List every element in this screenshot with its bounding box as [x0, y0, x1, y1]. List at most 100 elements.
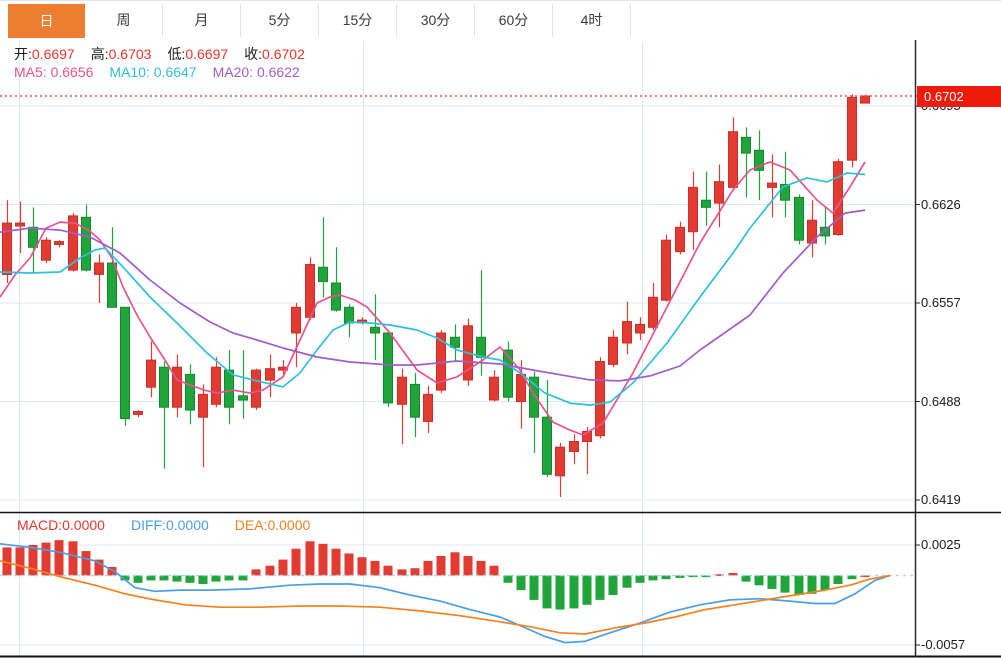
tab-30分[interactable]: 30分 — [397, 4, 475, 37]
tab-15分[interactable]: 15分 — [319, 4, 397, 37]
macd-bar — [569, 575, 579, 609]
macd-bar — [529, 575, 539, 600]
timeframe-tabbar: 日周月 5分 15分 30分 60分 4时 — [0, 0, 1001, 40]
macd-bar — [635, 575, 645, 583]
current-price-badge: 0.6702 — [917, 85, 1001, 107]
candle-body — [608, 336, 618, 365]
macd-bar — [582, 575, 592, 605]
macd-bar — [833, 575, 843, 584]
candle-body — [820, 226, 830, 237]
macd-bar — [476, 560, 486, 576]
candle-body — [741, 136, 751, 154]
candle-body — [397, 376, 407, 405]
macd-bar — [489, 565, 499, 576]
candle-body — [648, 296, 658, 328]
close-value: 0.6702 — [262, 46, 305, 62]
candle-body — [833, 161, 843, 235]
tab-月[interactable]: 月 — [163, 4, 241, 37]
candle-body — [754, 149, 764, 171]
macd-bar — [81, 551, 91, 576]
open-value: 0.6697 — [31, 46, 75, 62]
candle-body — [265, 368, 275, 381]
tab-60分[interactable]: 60分 — [475, 4, 553, 37]
macd-bar — [172, 575, 182, 582]
candle-body — [582, 431, 592, 442]
candle-body — [410, 383, 420, 418]
candle-body — [383, 332, 393, 404]
macd-bar — [357, 557, 367, 576]
tab-周[interactable]: 周 — [85, 4, 163, 37]
candle-body — [15, 222, 25, 227]
macd-bar — [318, 543, 328, 576]
candle-body — [54, 241, 64, 246]
diff-value: 0.0000 — [165, 517, 209, 533]
candle-body — [489, 376, 499, 401]
tab-5分[interactable]: 5分 — [241, 4, 319, 37]
candle-body — [211, 366, 221, 405]
macd-bar — [370, 560, 380, 576]
macd-bar — [622, 575, 632, 588]
diff-label: DIFF: — [130, 517, 166, 533]
macd-bar — [410, 568, 420, 576]
macd-bar — [15, 547, 25, 576]
candle-body — [569, 441, 579, 452]
macd-bar — [423, 560, 433, 576]
candle-body — [450, 336, 460, 348]
low-value: 0.6697 — [185, 46, 229, 62]
candle-body — [159, 366, 169, 408]
macd-bar — [133, 575, 143, 583]
ma-row: MA5: 0.6656 MA10: 0.6647 MA20: 0.6622 — [14, 64, 300, 80]
macd-bar — [463, 556, 473, 576]
ma10-label: MA10: — [109, 64, 150, 80]
candle-body — [28, 226, 38, 248]
macd-bar — [767, 575, 777, 589]
macd-bar — [860, 575, 870, 578]
macd-label: MACD: — [17, 517, 63, 533]
candle-body — [133, 411, 143, 415]
macd-bar — [2, 547, 12, 576]
candle-body — [68, 215, 78, 271]
macd-bar — [397, 569, 407, 576]
ma20-label: MA20: — [212, 64, 254, 80]
candle-body — [251, 369, 261, 408]
candle-body — [688, 186, 698, 233]
macd-bar — [503, 575, 513, 583]
dea-value: 0.0000 — [267, 517, 311, 533]
macd-bar — [516, 575, 526, 591]
macd-bar — [120, 575, 130, 581]
candle-body — [172, 366, 182, 408]
candle-body — [860, 95, 870, 104]
macd-bar — [820, 575, 830, 591]
macd-bar — [198, 575, 208, 584]
diff-line — [0, 542, 891, 644]
macd-bar — [68, 541, 78, 576]
dea-line — [0, 560, 891, 635]
candle-body — [476, 336, 486, 358]
tab-4时[interactable]: 4时 — [553, 4, 631, 37]
price-axis-label: 0.6488 — [921, 393, 961, 409]
macd-bar — [714, 574, 724, 576]
tab-日[interactable]: 日 — [8, 3, 85, 38]
high-label: 高: — [90, 46, 109, 62]
candle-body — [107, 262, 117, 308]
ma5-line — [0, 161, 866, 436]
candle-body — [675, 226, 685, 253]
price-axis-label: 0.6419 — [921, 492, 961, 507]
macd-bar — [94, 559, 104, 576]
macd-bar — [754, 575, 764, 586]
candle-body — [555, 446, 565, 477]
macd-bar — [542, 575, 552, 609]
macd-header: MACD:0.0000 DIFF:0.0000 DEA:0.0000 — [17, 517, 310, 533]
candle-body — [94, 262, 104, 275]
ma20-value: 0.6622 — [256, 64, 300, 80]
open-label: 开: — [14, 46, 32, 62]
candle-body — [661, 239, 671, 301]
macd-bar — [251, 569, 261, 576]
macd-bar — [661, 575, 671, 580]
candle-body — [794, 196, 804, 241]
macd-bar — [450, 552, 460, 576]
macd-bar — [847, 575, 857, 580]
macd-bar — [595, 575, 605, 600]
